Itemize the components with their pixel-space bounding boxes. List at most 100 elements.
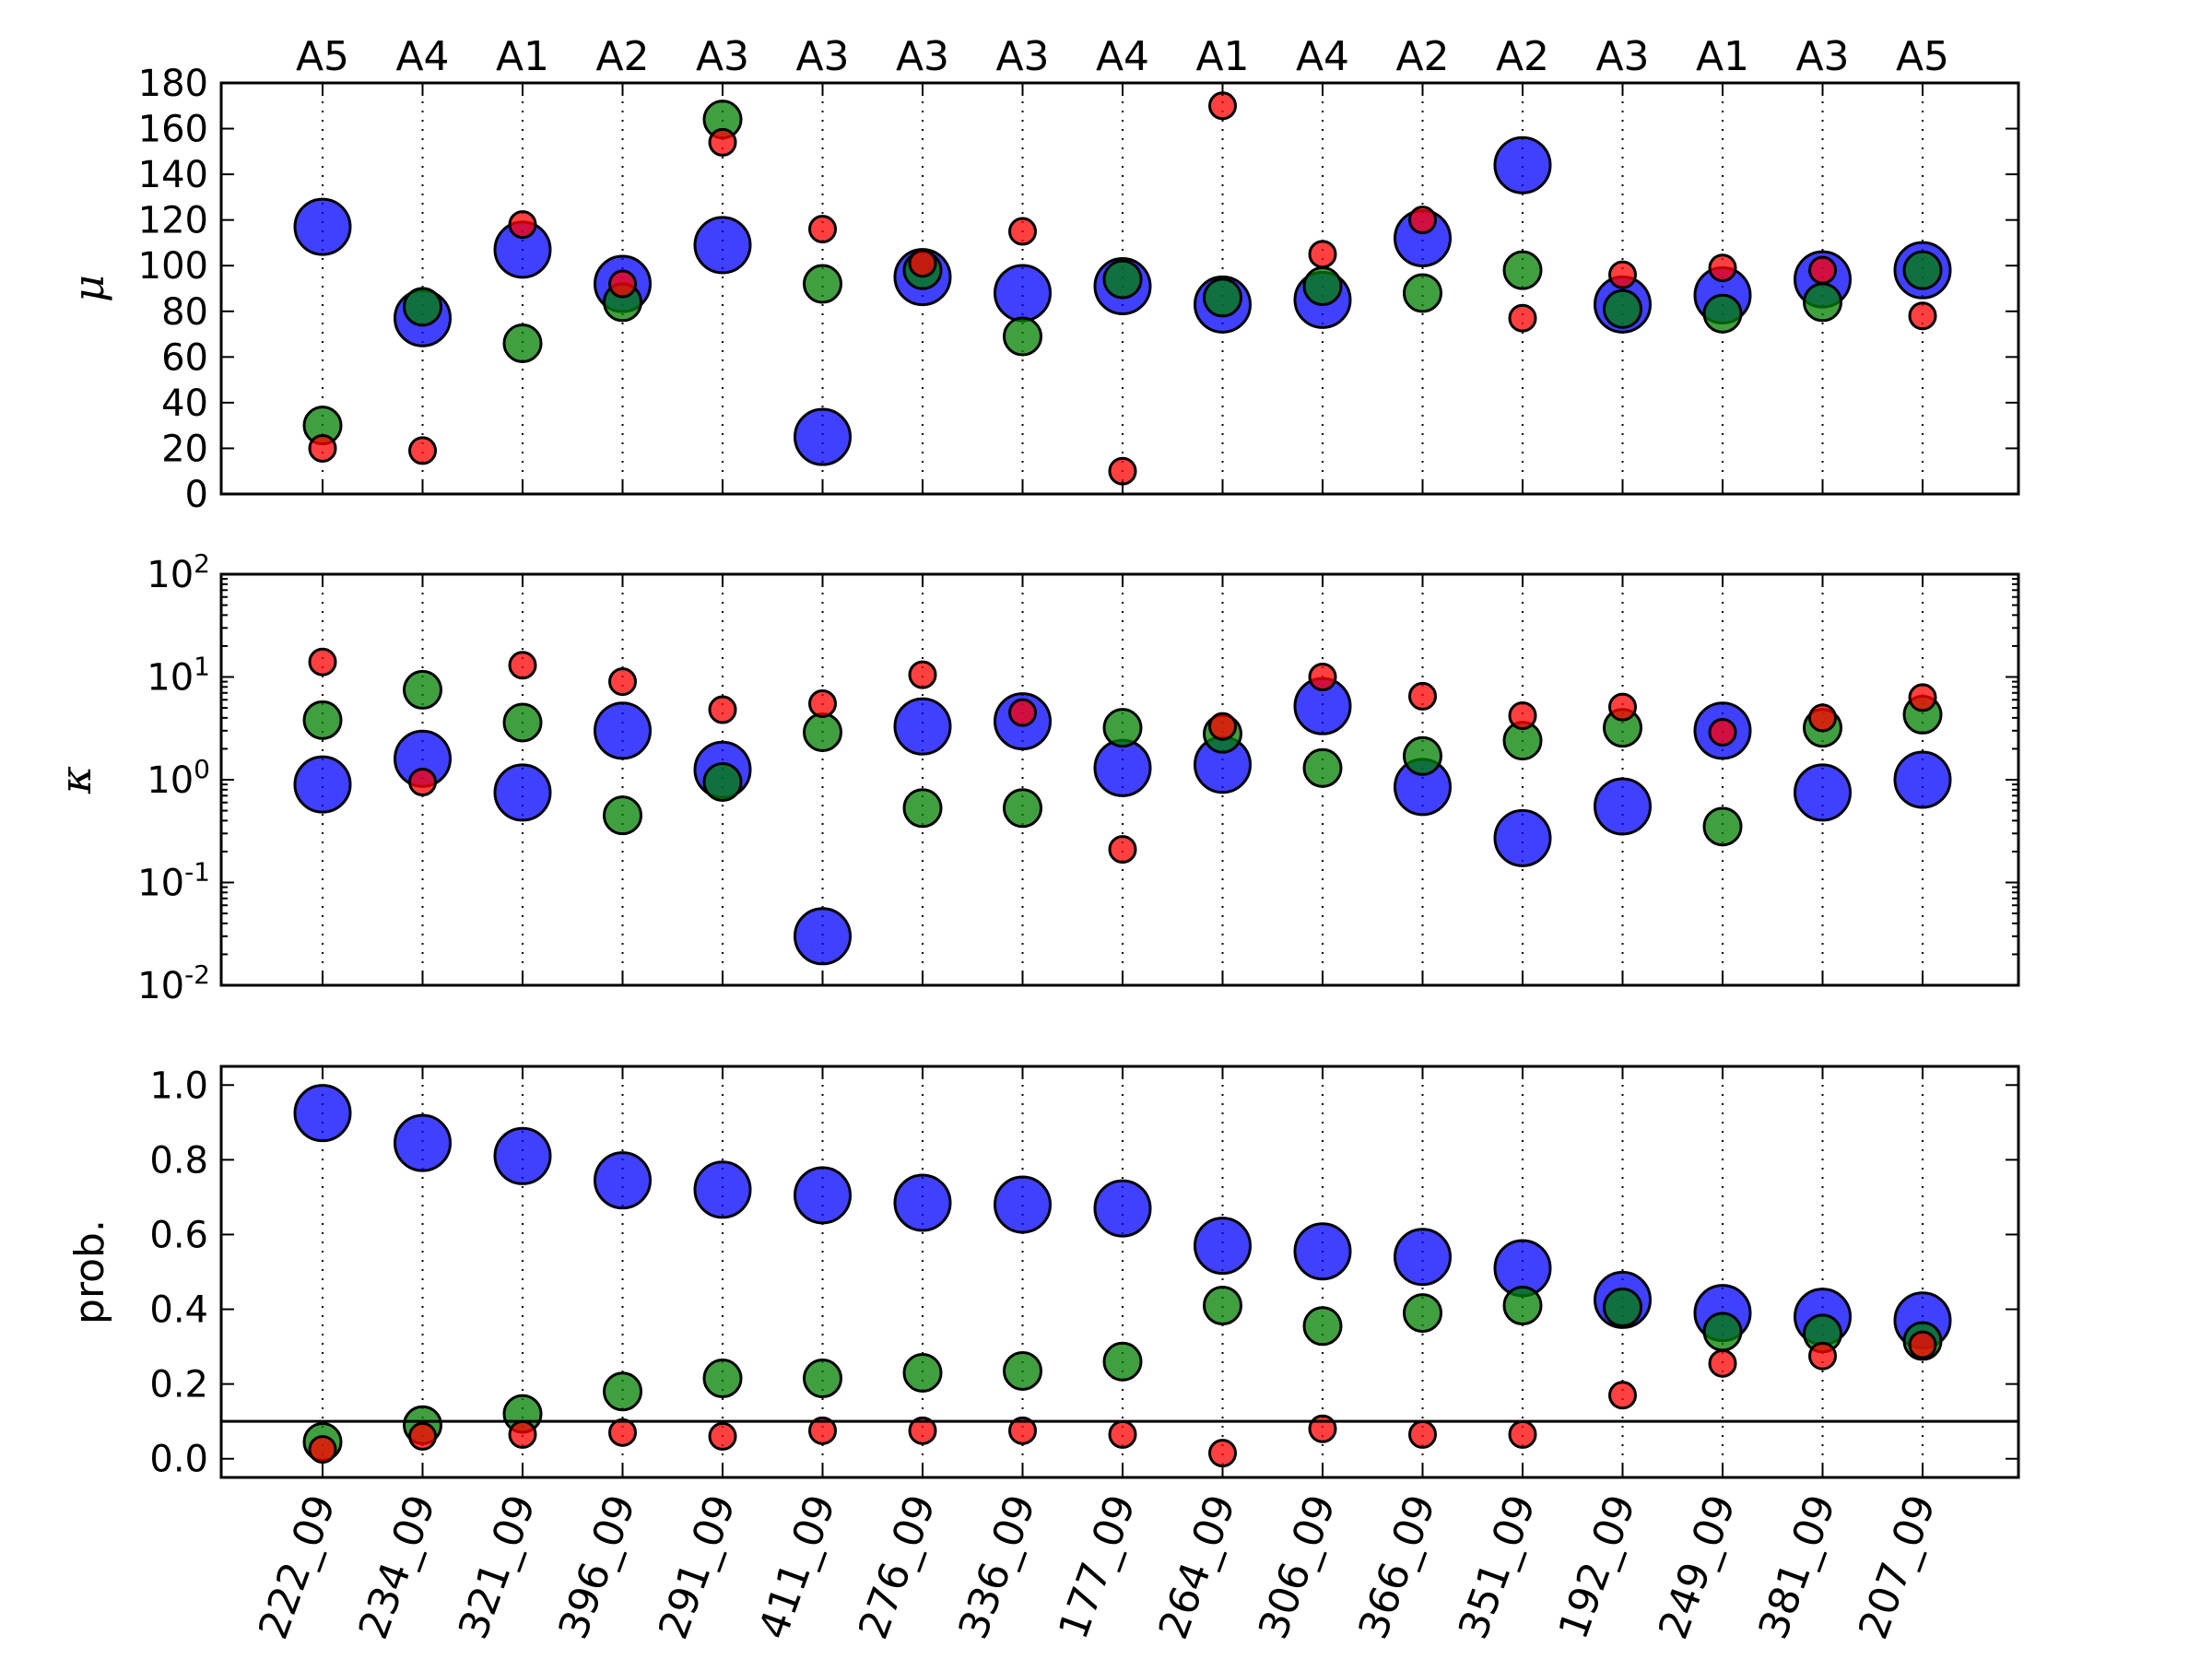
data-point-green: [902, 788, 943, 829]
y-tick-label: 180: [138, 63, 208, 105]
data-point-blue: [1493, 135, 1552, 194]
axes-frame: [219, 1065, 2020, 1479]
data-point-green: [1003, 788, 1042, 829]
y-tick-label: 10-2: [137, 959, 210, 1007]
data-point-blue: [794, 1166, 852, 1225]
data-point-green: [1403, 273, 1442, 313]
data-point-blue: [493, 1126, 552, 1185]
data-point-red: [708, 1421, 737, 1451]
data-point-green: [803, 264, 842, 304]
data-point-red: [708, 695, 737, 724]
data-point-red: [608, 1418, 637, 1447]
sample-label: 411_09: [750, 1488, 845, 1645]
sample-label: 306_09: [1250, 1488, 1345, 1645]
group-label: A5: [1896, 33, 1949, 80]
data-point-red: [308, 433, 337, 463]
data-point-red: [1608, 260, 1637, 289]
group-label: A2: [1496, 33, 1549, 80]
data-point-blue: [293, 197, 352, 256]
data-point-red: [808, 688, 837, 718]
data-point-red: [408, 436, 437, 465]
y-tick-label: 101: [147, 652, 210, 700]
y-tick-label: 0.0: [149, 1439, 208, 1481]
data-point-red: [1008, 698, 1037, 727]
y-tick-label: 120: [138, 200, 208, 242]
data-point-blue: [394, 1113, 452, 1172]
data-point-green: [1302, 747, 1343, 788]
data-point-green: [1003, 316, 1042, 357]
y-tick-label: 10-1: [137, 857, 210, 905]
sample-label: 192_09: [1550, 1488, 1645, 1645]
group-label: A1: [496, 33, 549, 80]
data-point-blue: [493, 763, 552, 822]
data-point-red: [1208, 1439, 1237, 1468]
data-point-red: [1708, 1348, 1737, 1378]
group-label: A3: [696, 33, 749, 80]
y-axis-label-prob: prob.: [66, 1219, 113, 1324]
data-point-red: [1608, 1381, 1637, 1410]
data-point-green: [803, 712, 842, 752]
data-point-red: [1808, 1341, 1837, 1371]
group-label: A4: [1096, 33, 1149, 80]
points-layer: [293, 91, 1952, 1468]
data-point-green: [603, 795, 642, 836]
data-point-red: [1008, 217, 1037, 246]
data-point-red: [1208, 712, 1237, 741]
data-point-blue: [794, 407, 852, 466]
sample-label: 336_09: [950, 1488, 1045, 1645]
data-point-green: [1702, 1312, 1743, 1352]
data-point-red: [1908, 683, 1937, 712]
data-point-blue: [994, 264, 1052, 323]
group-label: A2: [595, 33, 649, 80]
y-tick-label: 80: [161, 291, 208, 334]
y-tick-label: 20: [161, 428, 208, 470]
data-point-red: [1108, 835, 1137, 865]
group-label: A3: [1595, 33, 1649, 80]
data-point-blue: [1493, 808, 1552, 867]
data-point-green: [1302, 266, 1343, 307]
data-point-red: [1708, 253, 1737, 283]
data-point-blue: [1893, 750, 1952, 809]
sample-label: 396_09: [550, 1488, 645, 1645]
y-tick-label: 0.2: [149, 1364, 208, 1406]
y-tick-label: 40: [161, 382, 208, 425]
sample-label: 351_09: [1450, 1488, 1545, 1645]
data-point-red: [1508, 701, 1537, 731]
y-tick-label: 160: [138, 109, 208, 151]
group-label: A3: [795, 33, 849, 80]
data-point-green: [1603, 288, 1642, 329]
y-tick-label: 100: [147, 754, 210, 802]
data-point-red: [408, 1421, 437, 1451]
data-point-red: [308, 647, 337, 677]
data-point-red: [508, 1419, 537, 1449]
data-point-red: [808, 215, 837, 244]
group-label: A3: [1795, 33, 1849, 80]
data-point-red: [1508, 303, 1537, 333]
data-point-red: [708, 127, 737, 157]
data-point-green: [702, 761, 743, 802]
data-point-red: [1308, 663, 1337, 691]
data-point-blue: [1093, 738, 1152, 797]
data-point-green: [1203, 1285, 1242, 1325]
data-point-red: [1208, 91, 1237, 121]
group-label: A4: [395, 33, 449, 80]
data-point-blue: [794, 907, 852, 966]
data-point-green: [1003, 1350, 1042, 1391]
y-tick-label: 0.4: [149, 1289, 208, 1332]
y-tick-label: 0.8: [149, 1139, 208, 1182]
data-point-blue: [693, 216, 752, 275]
data-point-green: [403, 669, 442, 710]
data-point-red: [1608, 692, 1637, 722]
sample-label: 276_09: [850, 1488, 945, 1645]
y-tick-label: 60: [161, 336, 208, 379]
data-point-red: [1108, 1419, 1137, 1449]
data-point-red: [1008, 1416, 1037, 1445]
y-tick-label: 0.6: [149, 1214, 208, 1256]
group-label: A4: [1296, 33, 1349, 80]
data-point-green: [1102, 259, 1143, 300]
data-point-red: [1308, 240, 1337, 269]
data-point-red: [1708, 717, 1737, 747]
data-point-green: [302, 700, 343, 740]
data-point-blue: [594, 1151, 652, 1210]
axes-layer: [219, 81, 2020, 1479]
